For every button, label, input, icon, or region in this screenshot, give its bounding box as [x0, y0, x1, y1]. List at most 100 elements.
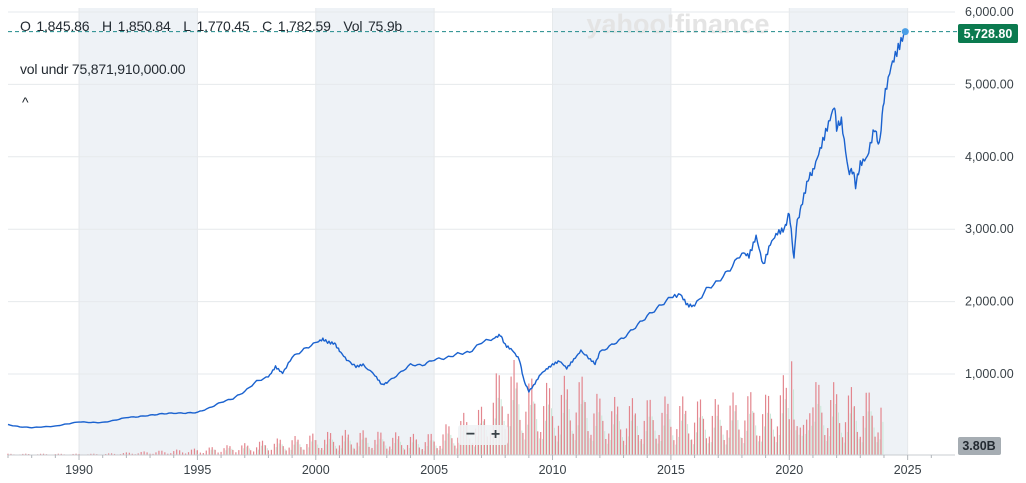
volume-bar — [773, 436, 776, 455]
volume-bar — [356, 442, 358, 455]
open-value: 1,845.86 — [36, 18, 90, 34]
volume-bar — [309, 435, 311, 455]
volume-bar — [427, 434, 429, 455]
volume-bar — [678, 436, 680, 455]
volume-bar — [395, 432, 397, 455]
volume-bar — [340, 448, 342, 455]
high-value: 1,850.84 — [117, 18, 171, 34]
volume-bar — [389, 446, 391, 455]
volume-bar — [640, 439, 642, 455]
last-price-marker — [901, 28, 909, 36]
volume-bar — [300, 447, 302, 455]
volume-bar — [646, 400, 648, 455]
volume-bar — [379, 438, 381, 455]
volume-bar — [278, 443, 280, 455]
volume-bar — [879, 439, 881, 455]
volume-bar — [566, 389, 568, 455]
zoom-out-button[interactable]: − — [465, 426, 476, 443]
volume-bar — [574, 440, 576, 455]
volume-bar — [761, 441, 763, 455]
volume-bar — [714, 399, 716, 455]
volume-bar — [441, 448, 443, 455]
volume-bar — [870, 411, 872, 455]
volume-bar — [232, 449, 234, 455]
volume-bar — [229, 446, 231, 455]
volume-bar — [568, 409, 570, 455]
time-tick-label: 2015 — [657, 463, 685, 477]
volume-bar — [874, 436, 876, 455]
volume-bar — [488, 442, 490, 455]
volume-bar — [672, 435, 674, 455]
volume-bar — [190, 449, 193, 455]
volume-bar — [704, 429, 706, 455]
price-tick-label: 3,000.00 — [965, 222, 1014, 236]
volume-bar — [202, 453, 204, 455]
volume-bar — [592, 440, 594, 455]
volume-bar — [507, 413, 509, 455]
volume-bar — [679, 406, 681, 455]
volume-bar — [241, 445, 243, 455]
volume-bar — [456, 448, 458, 455]
volume-bar — [418, 447, 420, 455]
volume-bar — [602, 420, 604, 455]
volume-bar — [365, 437, 367, 455]
volume-bar — [595, 425, 597, 455]
chevron-up-icon[interactable]: ^ — [22, 94, 29, 110]
volume-bar — [614, 396, 616, 455]
volume-bar — [344, 429, 346, 455]
volume-bar — [343, 441, 345, 455]
volume-bar — [516, 382, 518, 455]
volume-bar — [317, 444, 319, 455]
volume-bar — [386, 448, 388, 455]
volume-bar — [291, 440, 293, 455]
volume-bar — [687, 424, 689, 455]
volume-bar — [843, 442, 845, 455]
volume-bar — [627, 436, 629, 455]
volume-bar — [383, 441, 385, 455]
volume-bar — [755, 425, 757, 455]
price-tick-label: 2,000.00 — [965, 295, 1014, 309]
volume-bar — [707, 443, 709, 455]
volume-bar — [60, 453, 62, 455]
volume-bar — [559, 434, 561, 455]
volume-bar — [833, 382, 835, 455]
volume-bar — [436, 448, 438, 455]
volume-bar — [812, 407, 814, 455]
volume-bar — [90, 453, 92, 455]
volume-bar — [827, 428, 829, 455]
volume-bar — [560, 394, 563, 455]
volume-bar — [367, 442, 369, 455]
volume-bar — [57, 453, 59, 455]
volume-bar — [767, 412, 768, 455]
volume-bar — [314, 440, 316, 455]
volume-bar — [690, 439, 692, 455]
volume-bar — [829, 436, 831, 455]
volume-bar — [439, 445, 441, 455]
volume-bar — [362, 430, 364, 455]
volume-bar — [762, 414, 764, 455]
volume-bar — [788, 419, 790, 455]
volume-bar — [388, 450, 390, 455]
volume-bar — [385, 445, 387, 455]
volume-bar — [651, 416, 653, 455]
volume-bar — [723, 440, 725, 455]
volume-bar — [438, 450, 440, 455]
volume-bar — [684, 413, 686, 455]
volume-bar — [619, 429, 622, 455]
volume-bar — [335, 448, 338, 455]
zoom-in-button[interactable]: + — [490, 426, 501, 443]
volume-bar — [459, 442, 461, 455]
volume-bar — [476, 436, 478, 455]
volume-bar — [613, 424, 615, 455]
volume-bar — [318, 447, 320, 455]
volume-bar — [205, 450, 207, 455]
volume-bar — [125, 452, 127, 455]
volume-bar — [740, 437, 742, 455]
volume-bar — [569, 420, 571, 455]
volume-bar — [448, 426, 450, 455]
volume-bar — [284, 448, 286, 455]
volume-bar — [543, 406, 545, 455]
volume-bar — [293, 444, 295, 455]
volume-bar — [426, 445, 428, 455]
volume-bar — [877, 432, 879, 455]
